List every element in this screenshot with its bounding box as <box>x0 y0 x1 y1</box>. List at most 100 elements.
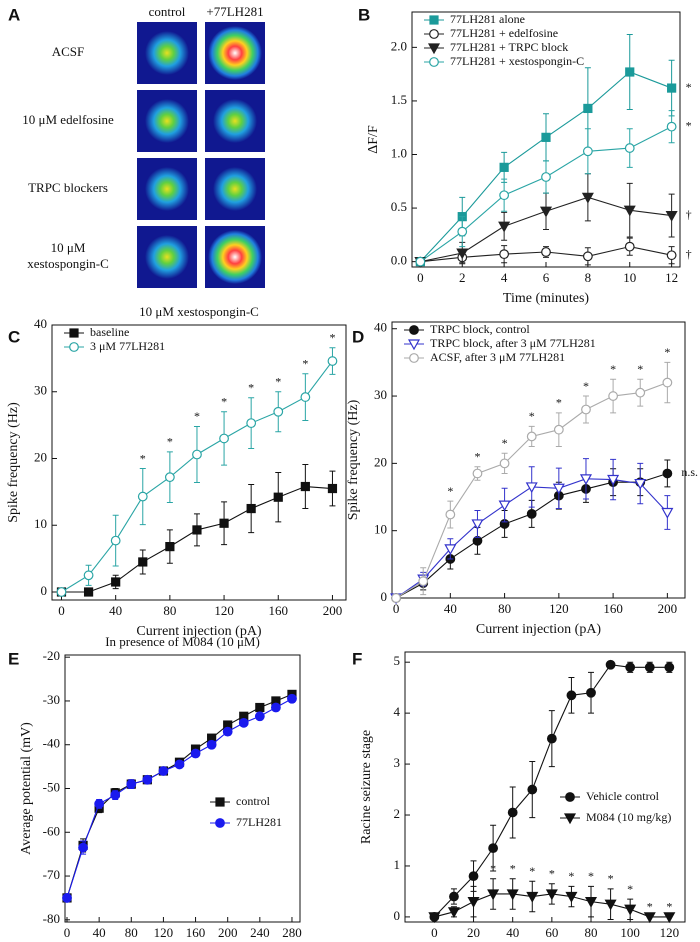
image-blob <box>145 235 189 279</box>
marker <box>206 739 217 750</box>
marker <box>457 226 468 237</box>
column-label: control <box>149 4 186 19</box>
marker <box>222 726 233 737</box>
marker <box>391 593 401 603</box>
legend-label: 77LH281 <box>236 815 282 829</box>
plot-frame <box>51 324 347 601</box>
x-tick-label: 0 <box>431 925 438 940</box>
marker <box>445 509 456 520</box>
marker <box>409 353 419 363</box>
marker <box>467 897 480 908</box>
chart-title: In presence of M084 (10 μM) <box>105 634 260 649</box>
x-tick-label: 120 <box>154 925 174 940</box>
x-tick-label: 40 <box>93 925 106 940</box>
annotation: * <box>568 869 574 883</box>
marker <box>255 702 265 713</box>
marker <box>78 842 88 853</box>
marker <box>418 576 429 587</box>
y-axis-label: Spike frequency (Hz) <box>346 399 361 520</box>
annotation: * <box>490 861 496 875</box>
x-tick-label: 80 <box>498 601 511 616</box>
marker <box>456 248 469 260</box>
y-tick-label: 1.0 <box>391 145 407 160</box>
y-tick-label: 0 <box>394 908 401 923</box>
marker <box>499 249 510 260</box>
plot-frame <box>391 321 686 599</box>
marker <box>94 798 105 809</box>
y-tick-label: -50 <box>43 779 60 794</box>
marker <box>624 904 637 916</box>
y-axis-label: Spike frequency (Hz) <box>6 402 21 523</box>
x-tick-label: 0 <box>64 925 71 940</box>
marker <box>300 481 310 492</box>
marker <box>643 912 656 924</box>
marker <box>625 662 636 673</box>
marker <box>488 843 499 854</box>
marker <box>219 433 229 444</box>
marker <box>447 907 460 919</box>
marker <box>499 458 510 469</box>
marker <box>444 544 457 556</box>
x-axis-label: Time (minutes) <box>503 291 590 306</box>
annotation: * <box>686 80 692 94</box>
panel-label: C <box>8 327 20 346</box>
marker <box>545 889 558 901</box>
annotation: * <box>627 882 633 896</box>
marker <box>526 431 537 442</box>
x-tick-label: 0 <box>393 601 400 616</box>
marker <box>664 662 675 673</box>
marker <box>498 500 511 512</box>
panel-label: F <box>352 649 362 668</box>
marker <box>246 503 256 514</box>
annotation: * <box>583 379 589 393</box>
marker <box>584 897 598 908</box>
marker <box>565 792 575 802</box>
row-label: ACSF <box>52 44 85 59</box>
x-tick-label: 100 <box>620 925 640 940</box>
marker <box>546 733 557 744</box>
annotation: * <box>248 381 254 395</box>
y-axis-label: ΔF/F <box>366 125 381 154</box>
marker <box>634 478 647 490</box>
annotation: * <box>140 451 146 465</box>
x-tick-label: 6 <box>543 270 550 285</box>
annotation: * <box>329 330 335 344</box>
annotation: * <box>608 872 614 886</box>
marker <box>56 587 67 597</box>
y-tick-label: 2.0 <box>391 38 407 53</box>
x-tick-label: 4 <box>501 270 508 285</box>
x-tick-label: 160 <box>186 925 206 940</box>
marker <box>472 468 483 479</box>
marker <box>164 472 175 483</box>
marker <box>605 659 616 670</box>
legend-label: TRPC block, control <box>430 322 530 336</box>
x-tick-label: 80 <box>125 925 138 940</box>
y-tick-label: 40 <box>34 316 47 331</box>
x-tick-label: 40 <box>109 603 122 618</box>
x-tick-label: 120 <box>660 925 680 940</box>
legend-label: 77LH281 alone <box>450 12 525 26</box>
annotation: * <box>666 900 672 914</box>
marker <box>563 813 577 825</box>
y-tick-label: 0.5 <box>391 199 407 214</box>
image-blob <box>213 99 257 143</box>
y-tick-label: 0.0 <box>391 253 407 268</box>
marker <box>625 67 635 77</box>
x-tick-label: 160 <box>603 601 623 616</box>
y-tick-label: 5 <box>394 653 401 668</box>
annotation: * <box>275 374 281 388</box>
marker <box>487 889 500 901</box>
panel-label: B <box>358 5 370 24</box>
annotation: * <box>529 864 535 878</box>
y-tick-label: 20 <box>374 454 387 469</box>
marker <box>429 29 439 39</box>
marker <box>624 241 635 252</box>
x-tick-label: 20 <box>467 925 480 940</box>
x-tick-label: 0 <box>58 603 65 618</box>
annotation: * <box>610 362 616 376</box>
marker <box>165 542 175 552</box>
y-tick-label: -40 <box>43 736 60 751</box>
y-tick-label: 4 <box>394 704 401 719</box>
marker <box>83 570 94 581</box>
legend-label: TRPC block, after 3 μM 77LH281 <box>430 336 596 350</box>
